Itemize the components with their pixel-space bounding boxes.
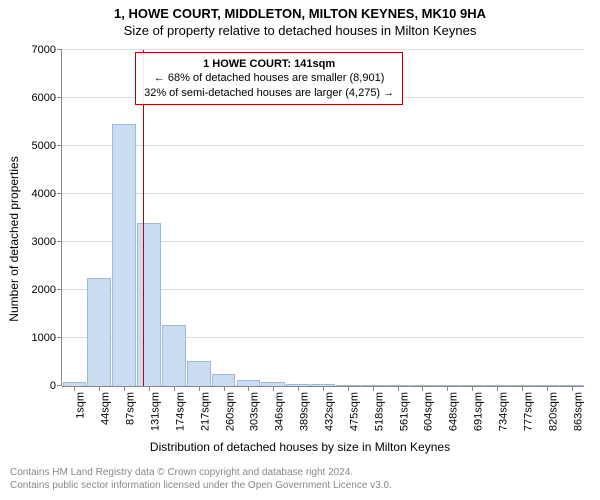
- xtick-mark: [472, 386, 473, 391]
- chart-title-sub: Size of property relative to detached ho…: [0, 21, 600, 38]
- xtick-label: 734sqm: [498, 392, 510, 431]
- gridline-h: [62, 145, 584, 146]
- ytick-label: 3000: [32, 236, 62, 248]
- xtick-label: 174sqm: [174, 392, 186, 431]
- ytick-mark: [57, 337, 62, 338]
- xtick-mark: [547, 386, 548, 391]
- ytick-label: 6000: [32, 92, 62, 104]
- xtick-label: 260sqm: [224, 392, 236, 431]
- xtick-label: 346sqm: [274, 392, 286, 431]
- xtick-label: 475sqm: [348, 392, 360, 431]
- ytick-mark: [57, 49, 62, 50]
- ytick-label: 0: [50, 380, 62, 392]
- ytick-mark: [57, 97, 62, 98]
- xtick-label: 131sqm: [150, 392, 162, 431]
- ytick-mark: [57, 193, 62, 194]
- callout-title: 1 HOWE COURT: 141sqm: [144, 57, 394, 71]
- xtick-label: 648sqm: [448, 392, 460, 431]
- ytick-label: 2000: [32, 284, 62, 296]
- xtick-label: 604sqm: [423, 392, 435, 431]
- xtick-label: 432sqm: [324, 392, 336, 431]
- gridline-h: [62, 49, 584, 50]
- ytick-label: 5000: [32, 140, 62, 152]
- chart-container: Number of detached properties 0100020003…: [0, 40, 600, 438]
- callout-box: 1 HOWE COURT: 141sqm← 68% of detached ho…: [135, 52, 403, 105]
- xtick-mark: [224, 386, 225, 391]
- xtick-mark: [447, 386, 448, 391]
- ytick-label: 1000: [32, 332, 62, 344]
- xtick-mark: [248, 386, 249, 391]
- xtick-label: 691sqm: [473, 392, 485, 431]
- xtick-mark: [422, 386, 423, 391]
- xtick-mark: [323, 386, 324, 391]
- plot-area: 010002000300040005000600070001sqm44sqm87…: [62, 50, 584, 386]
- xtick-label: 44sqm: [100, 392, 112, 425]
- x-axis-label: Distribution of detached houses by size …: [0, 440, 600, 454]
- xtick-mark: [273, 386, 274, 391]
- xtick-label: 1sqm: [75, 392, 87, 419]
- y-axis-label: Number of detached properties: [7, 74, 21, 239]
- xtick-mark: [298, 386, 299, 391]
- xtick-label: 87sqm: [125, 392, 137, 425]
- xtick-mark: [522, 386, 523, 391]
- xtick-mark: [572, 386, 573, 391]
- ytick-mark: [57, 145, 62, 146]
- histogram-bar: [187, 361, 211, 386]
- xtick-mark: [99, 386, 100, 391]
- xtick-mark: [373, 386, 374, 391]
- ytick-mark: [57, 241, 62, 242]
- histogram-bar: [87, 278, 111, 386]
- histogram-bar: [162, 325, 186, 386]
- xtick-mark: [398, 386, 399, 391]
- footer-attribution: Contains HM Land Registry data © Crown c…: [0, 460, 600, 500]
- xtick-mark: [124, 386, 125, 391]
- xtick-mark: [149, 386, 150, 391]
- callout-line-2: ← 68% of detached houses are smaller (8,…: [144, 71, 394, 85]
- histogram-bar: [112, 124, 136, 386]
- ytick-mark: [57, 385, 62, 386]
- ytick-label: 4000: [32, 188, 62, 200]
- xtick-label: 820sqm: [547, 392, 559, 431]
- xtick-label: 777sqm: [522, 392, 534, 431]
- gridline-h: [62, 193, 584, 194]
- histogram-bar: [212, 374, 236, 386]
- xtick-mark: [348, 386, 349, 391]
- chart-title-main: 1, HOWE COURT, MIDDLETON, MILTON KEYNES,…: [0, 0, 600, 21]
- histogram-bar: [137, 223, 161, 386]
- ytick-label: 7000: [32, 44, 62, 56]
- xtick-label: 389sqm: [299, 392, 311, 431]
- footer-line-2: Contains public sector information licen…: [10, 479, 590, 492]
- xtick-label: 863sqm: [572, 392, 584, 431]
- xtick-mark: [199, 386, 200, 391]
- footer-line-1: Contains HM Land Registry data © Crown c…: [10, 466, 590, 479]
- xtick-mark: [497, 386, 498, 391]
- ytick-mark: [57, 289, 62, 290]
- xtick-mark: [174, 386, 175, 391]
- xtick-label: 561sqm: [398, 392, 410, 431]
- xtick-mark: [74, 386, 75, 391]
- xtick-label: 217sqm: [199, 392, 211, 431]
- callout-line-3: 32% of semi-detached houses are larger (…: [144, 86, 394, 100]
- xtick-label: 518sqm: [373, 392, 385, 431]
- xtick-label: 303sqm: [249, 392, 261, 431]
